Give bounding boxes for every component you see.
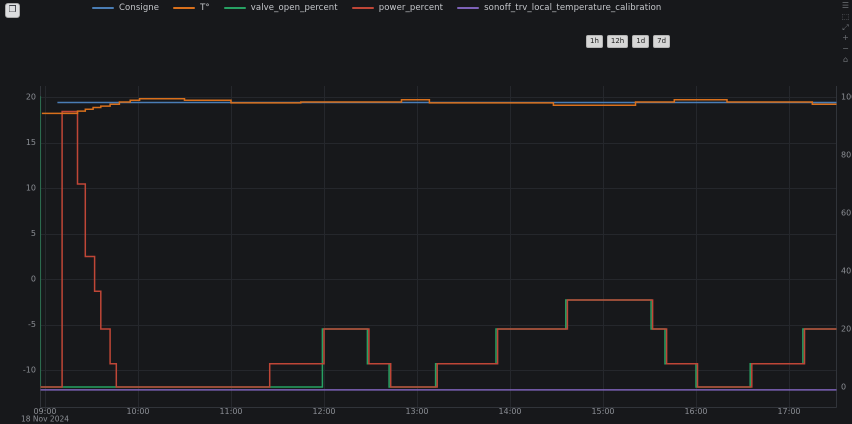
range-button-12h[interactable]: 12h <box>606 35 629 49</box>
svg-text:18 Nov 2024: 18 Nov 2024 <box>21 415 69 424</box>
svg-text:40: 40 <box>841 267 851 276</box>
legend-marker-calibration <box>457 7 480 9</box>
svg-text:15: 15 <box>26 138 36 147</box>
svg-text:10: 10 <box>26 184 36 193</box>
range-button-1h[interactable]: 1h <box>586 35 603 49</box>
series-line-t- <box>41 98 837 115</box>
legend-item-temperature[interactable]: T° <box>173 3 210 13</box>
range-button-1d[interactable]: 1d <box>632 35 650 49</box>
legend-item-valve-open-percent[interactable]: valve_open_percent <box>223 3 338 13</box>
series-line-power-percent <box>40 110 837 388</box>
chart-legend: Consigne T° valve_open_percent power_per… <box>92 1 661 15</box>
svg-text:-10: -10 <box>23 366 36 375</box>
svg-text:10:00: 10:00 <box>126 407 149 416</box>
svg-text:5: 5 <box>31 229 36 238</box>
svg-text:16:00: 16:00 <box>684 407 707 416</box>
svg-text:60: 60 <box>841 209 851 218</box>
chart-menu-icon: ❐ <box>8 5 17 15</box>
selection-zoom-icon[interactable]: ⬚ <box>841 11 850 21</box>
svg-text:15:00: 15:00 <box>591 407 614 416</box>
svg-text:0: 0 <box>841 383 846 392</box>
legend-item-calibration[interactable]: sonoff_trv_local_temperature_calibration <box>457 3 661 13</box>
svg-text:12:00: 12:00 <box>312 407 335 416</box>
axis-labels: 20 15 10 5 0 -5 -10 100 80 60 40 20 0 09:00 10:00 11:00… <box>21 93 852 424</box>
menu-icon[interactable]: ☰ <box>841 1 850 10</box>
gridlines <box>40 86 837 408</box>
svg-text:100: 100 <box>841 93 852 102</box>
legend-label: power_percent <box>378 3 444 13</box>
svg-text:20: 20 <box>841 325 851 334</box>
chart-menu-button[interactable]: ❐ <box>5 3 20 18</box>
axis-lines <box>40 86 837 412</box>
zoom-out-icon[interactable]: − <box>842 44 849 54</box>
legend-marker-power <box>351 7 374 9</box>
series-lines <box>40 96 837 391</box>
svg-text:0: 0 <box>31 275 36 284</box>
svg-text:17:00: 17:00 <box>777 407 800 416</box>
svg-text:09:00: 09:00 <box>33 407 56 416</box>
svg-text:14:00: 14:00 <box>498 407 521 416</box>
legend-label: T° <box>200 3 210 13</box>
zoom-in-icon[interactable]: + <box>842 33 849 43</box>
svg-text:-5: -5 <box>28 320 36 329</box>
svg-text:13:00: 13:00 <box>405 407 428 416</box>
range-button-7d[interactable]: 7d <box>653 35 671 49</box>
svg-text:80: 80 <box>841 151 851 160</box>
legend-label: Consigne <box>119 3 160 13</box>
legend-label: valve_open_percent <box>250 3 338 13</box>
legend-marker-valve <box>223 7 246 9</box>
legend-marker-consigne <box>92 7 114 9</box>
legend-label: sonoff_trv_local_temperature_calibration <box>484 3 662 13</box>
chart-side-toolbar: ☰ ⬚ ⤢ + − ⌂ <box>840 1 851 65</box>
series-line-valve-open-percent <box>40 96 837 388</box>
zoom-xy-icon[interactable]: ⤢ <box>842 22 849 32</box>
legend-item-consigne[interactable]: Consigne <box>92 3 159 13</box>
svg-text:20: 20 <box>26 93 36 102</box>
legend-item-power-percent[interactable]: power_percent <box>351 3 444 13</box>
reset-zoom-icon[interactable]: ⌂ <box>842 54 849 64</box>
legend-marker-temperature <box>173 7 196 9</box>
svg-text:11:00: 11:00 <box>219 407 242 416</box>
time-range-buttons: 1h 12h 1d 7d <box>586 35 671 49</box>
